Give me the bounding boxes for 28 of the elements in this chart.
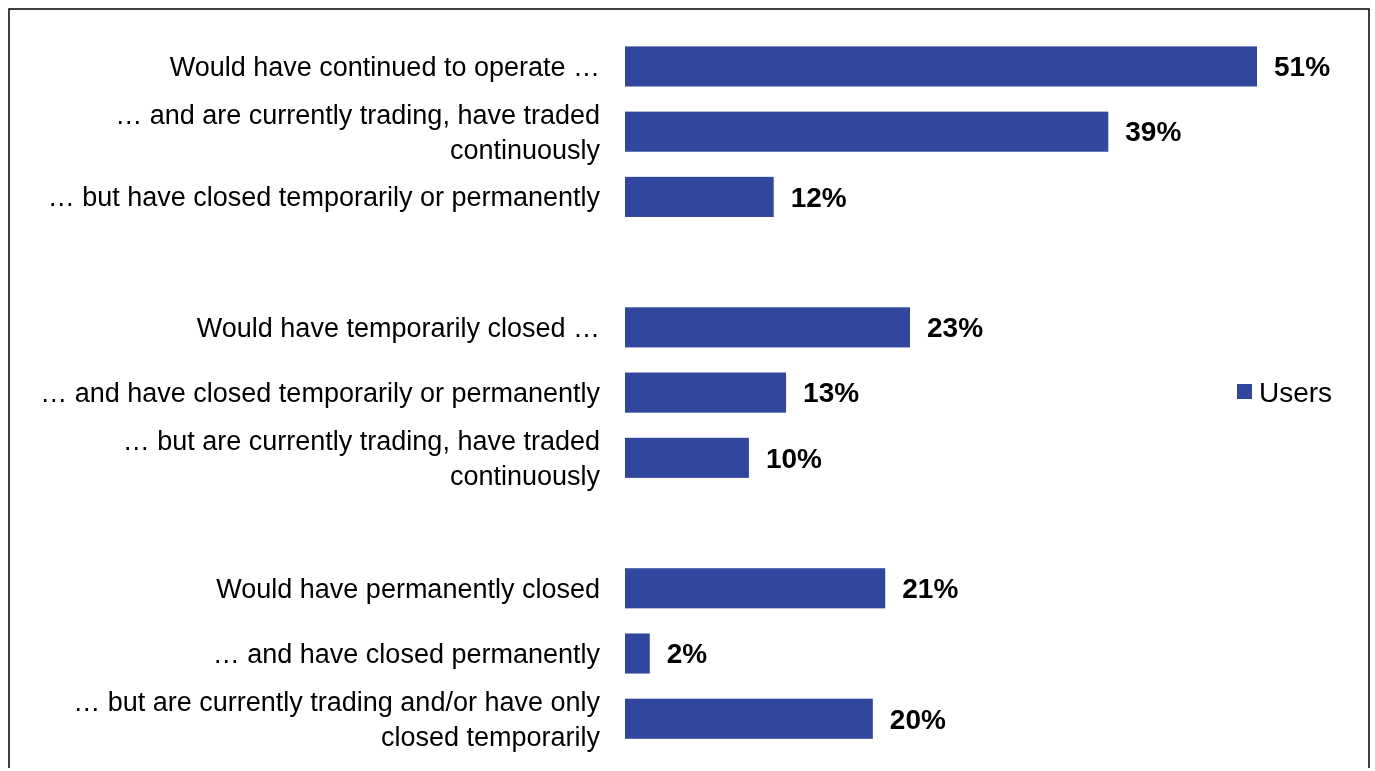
bar (625, 568, 886, 609)
data-label: 23% (927, 312, 984, 344)
bar (625, 176, 774, 217)
legend-label: Users (1259, 376, 1333, 408)
y-tick-label: … and have closed temporarily or permanently (40, 378, 601, 409)
y-tick-label: … and are currently trading, have traded continuously (115, 99, 601, 165)
data-label: 13% (803, 377, 860, 409)
data-label: 2% (666, 638, 708, 670)
bar (625, 111, 1109, 152)
bar (625, 698, 873, 739)
bar (625, 307, 911, 348)
bar (625, 372, 787, 413)
y-tick-label: … but are currently trading and/or have only closed temporarily (73, 686, 601, 752)
data-label: 12% (790, 181, 847, 213)
data-label: 10% (765, 442, 823, 474)
y-tick-label: … and have closed permanently (212, 638, 601, 669)
y-tick-label: … but are currently trading, have traded continuously (122, 425, 601, 491)
data-label: 21% (902, 573, 959, 605)
y-tick-label: Would have permanently closed (216, 573, 600, 604)
y-tick-label: Would have temporarily closed … (196, 312, 600, 343)
data-label: 20% (889, 703, 946, 735)
data-label: 51% (1274, 51, 1331, 83)
data-label: 39% (1125, 116, 1182, 148)
y-tick-label: Would have continued to operate … (169, 51, 600, 82)
bar (625, 46, 1257, 87)
bar (625, 633, 650, 674)
y-tick-label: … but have closed temporarily or permanently (47, 182, 601, 213)
bar (625, 437, 749, 478)
